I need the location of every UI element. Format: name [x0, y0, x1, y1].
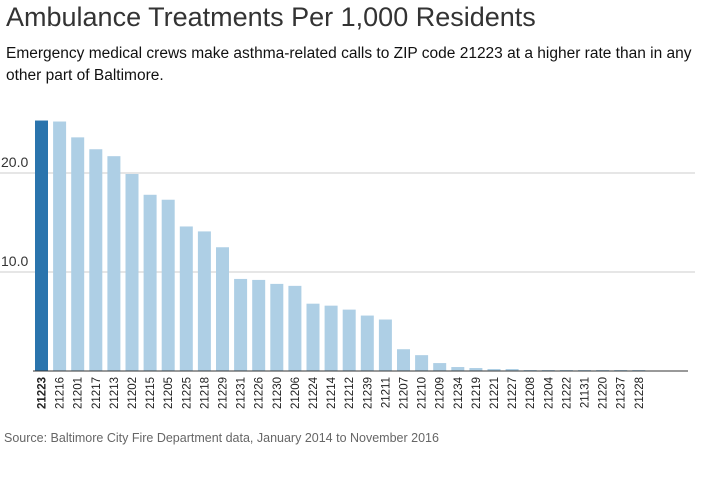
x-tick-label: 21131: [580, 377, 592, 408]
bar-21229: [216, 247, 229, 371]
bar-21215: [143, 194, 157, 371]
x-tick-label: 21217: [91, 377, 103, 409]
bar-21225: [179, 226, 193, 371]
bar-21212: [342, 309, 356, 371]
x-tick-label: 21226: [254, 377, 266, 409]
bar-21219: [469, 368, 483, 371]
x-tick-label: 21229: [218, 377, 230, 409]
chart-subtitle: Emergency medical crews make asthma-rela…: [6, 45, 692, 84]
bar-21210: [415, 355, 429, 371]
x-tick-label: 21211: [380, 377, 392, 408]
chart-title: Ambulance Treatments Per 1,000 Residents: [6, 2, 536, 32]
bar-21226: [252, 279, 266, 371]
x-tick-label: 21228: [634, 377, 646, 409]
gridlines: [0, 172, 695, 273]
x-tick-label: 21208: [525, 377, 537, 409]
x-tick-label: 21219: [471, 377, 483, 409]
x-tick-label: 21213: [109, 377, 121, 409]
x-tick-label: 21222: [561, 377, 573, 409]
x-tick-label: 21218: [199, 377, 211, 409]
bar-21234: [451, 367, 465, 371]
bar-21217: [89, 149, 103, 371]
x-tick-label: 21221: [489, 377, 501, 409]
x-tick-label: 21230: [272, 377, 284, 409]
bar-21207: [397, 349, 410, 371]
bar-21213: [107, 156, 121, 371]
bar-21218: [197, 231, 211, 371]
x-axis-ticks: 21223 21216 21201 21217 21213 21202 21215 21205…: [37, 376, 646, 409]
x-tick-label: 21216: [55, 377, 67, 409]
x-tick-label: 21206: [290, 377, 302, 409]
x-tick-label: 21215: [145, 377, 157, 409]
x-tick-label: 21212: [344, 377, 356, 409]
bar-21205: [161, 199, 175, 371]
bar-21216: [53, 121, 67, 372]
x-tick-label: 21227: [507, 377, 519, 409]
bar-21211: [378, 319, 392, 371]
x-tick-label: 21239: [362, 377, 374, 409]
bar-21206: [288, 285, 302, 371]
y-tick-label: 20.0: [1, 154, 28, 170]
x-tick-label: 21234: [453, 376, 465, 409]
x-tick-label: 21202: [127, 377, 139, 409]
bar-21239: [360, 315, 374, 371]
y-tick-label: 10.0: [1, 253, 28, 269]
bar-21223: [35, 120, 48, 371]
x-tick-label: 21210: [417, 377, 429, 409]
bar-21227: [505, 369, 519, 371]
x-tick-label: 21207: [399, 377, 411, 409]
bar-21209: [433, 363, 447, 371]
bar-21201: [71, 137, 85, 371]
x-tick-label: 21214: [326, 376, 338, 409]
bar-21214: [324, 305, 338, 371]
x-tick-label: 21237: [616, 377, 628, 409]
x-tick-label: 21209: [435, 377, 447, 409]
bar-21224: [306, 303, 320, 371]
x-tick-label: 21220: [598, 377, 610, 409]
bar-21202: [125, 173, 139, 371]
bar-21231: [234, 278, 248, 371]
x-tick-label: 21224: [308, 376, 320, 409]
x-tick-label: 21231: [236, 377, 248, 409]
bar-21230: [270, 283, 284, 371]
x-tick-label: 21201: [73, 377, 85, 409]
x-tick-label: 21223: [37, 377, 49, 409]
x-tick-label: 21205: [163, 377, 175, 409]
x-tick-label: 21225: [181, 377, 193, 409]
bar-chart: 10.020.0 21223 21216 21201 21217 21213 21202 2…: [0, 120, 695, 409]
bars: [35, 120, 646, 372]
y-axis-ticks: 10.0 20.0: [1, 154, 28, 269]
x-tick-label: 21204: [543, 376, 555, 409]
source-note: Source: Baltimore City Fire Department d…: [4, 431, 439, 445]
bar-21221: [487, 369, 501, 371]
